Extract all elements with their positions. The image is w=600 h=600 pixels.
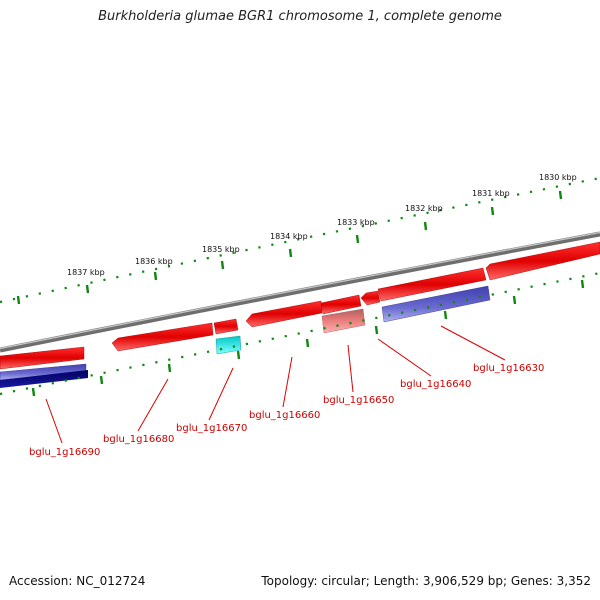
minor-tick (167, 363, 172, 373)
scale-label: 1831 kbp (472, 189, 510, 198)
callout-line (440, 325, 506, 361)
minor-tick (31, 387, 36, 397)
callout-line (347, 344, 354, 393)
outer-scale-track (0, 176, 600, 305)
scale-label: 1833 kbp (337, 218, 375, 227)
topology-text: Topology: circular; Length: 3,906,529 bp… (261, 574, 591, 588)
accession-text: Accession: NC_012724 (9, 574, 146, 588)
gene-label[interactable]: bglu_1g16660 (249, 410, 320, 421)
callout-line (45, 398, 63, 444)
major-tick (220, 260, 225, 270)
major-tick (16, 295, 21, 305)
gene-bglu-1g16690-fragment[interactable] (0, 346, 85, 370)
major-tick (153, 271, 158, 281)
major-tick (288, 248, 293, 258)
gene-label[interactable]: bglu_1g16670 (176, 423, 247, 434)
gene-bglu-1g16660[interactable] (245, 300, 323, 328)
gene-bglu-1g16640-reverse[interactable] (381, 285, 491, 323)
major-tick (355, 234, 360, 244)
scale-label: 1837 kbp (67, 268, 105, 277)
scale-label: 1832 kbp (405, 204, 443, 213)
scale-label: 1830 kbp (539, 173, 577, 182)
callout-line (282, 356, 293, 408)
minor-tick (99, 375, 104, 385)
minor-tick (580, 279, 585, 289)
gene-bglu-1g16670-adjacent[interactable] (213, 318, 239, 335)
minor-tick (443, 310, 448, 320)
rna-feature-bglu-1g16670[interactable] (215, 335, 242, 355)
scale-label: 1835 kbp (202, 245, 240, 254)
gene-small-forward[interactable] (360, 290, 381, 306)
gene-bglu-1g16680[interactable] (111, 322, 214, 352)
callout-line (137, 378, 169, 432)
gene-label[interactable]: bglu_1g16680 (103, 434, 174, 445)
genome-backbone (0, 231, 600, 353)
gene-bglu-1g16640[interactable] (377, 267, 487, 302)
major-tick (85, 284, 90, 294)
gene-label[interactable]: bglu_1g16640 (400, 379, 471, 390)
scale-label: 1834 kbp (270, 232, 308, 241)
gene-label[interactable]: bglu_1g16690 (29, 447, 100, 458)
major-tick (558, 190, 563, 200)
minor-tick (512, 295, 517, 305)
gene-bglu-1g16630[interactable] (485, 241, 600, 281)
callout-line (208, 367, 234, 421)
minor-tick (374, 325, 379, 335)
major-tick (423, 221, 428, 231)
gene-bglu-1g16650[interactable] (320, 294, 362, 315)
map-title: Burkholderia glumae BGR1 chromosome 1, c… (98, 9, 502, 24)
inner-scale-track (0, 271, 600, 397)
scale-label: 1836 kbp (135, 257, 173, 266)
gene-label[interactable]: bglu_1g16630 (473, 363, 544, 374)
minor-tick (305, 338, 310, 348)
gene-reverse-dark[interactable] (0, 370, 88, 388)
callout-line (377, 338, 432, 377)
pseudo-feature-bglu-1g16650[interactable] (321, 308, 366, 334)
minor-tick (236, 350, 241, 360)
major-tick (490, 206, 495, 216)
gene-label[interactable]: bglu_1g16650 (323, 395, 394, 406)
